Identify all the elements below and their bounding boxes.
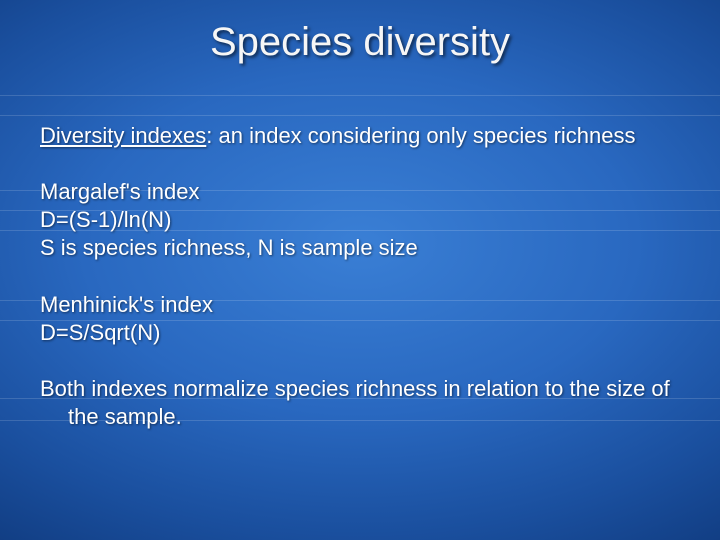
slide: Species diversity Diversity indexes: an … xyxy=(0,0,720,540)
menhinick-name: Menhinick's index xyxy=(40,291,680,319)
paragraph-diversity-indexes: Diversity indexes: an index considering … xyxy=(40,122,680,150)
paragraph-margalef: Margalef's index D=(S-1)/ln(N) S is spec… xyxy=(40,178,680,262)
lead-rest: : an index considering only species rich… xyxy=(206,123,635,148)
margalef-legend: S is species richness, N is sample size xyxy=(40,234,680,262)
slide-title: Species diversity xyxy=(0,20,720,65)
slide-body: Diversity indexes: an index considering … xyxy=(40,122,680,459)
lead-term: Diversity indexes xyxy=(40,123,206,148)
paragraph-menhinick: Menhinick's index D=S/Sqrt(N) xyxy=(40,291,680,347)
margalef-formula: D=(S-1)/ln(N) xyxy=(40,206,680,234)
paragraph-summary: Both indexes normalize species richness … xyxy=(40,375,680,431)
margalef-name: Margalef's index xyxy=(40,178,680,206)
menhinick-formula: D=S/Sqrt(N) xyxy=(40,319,680,347)
